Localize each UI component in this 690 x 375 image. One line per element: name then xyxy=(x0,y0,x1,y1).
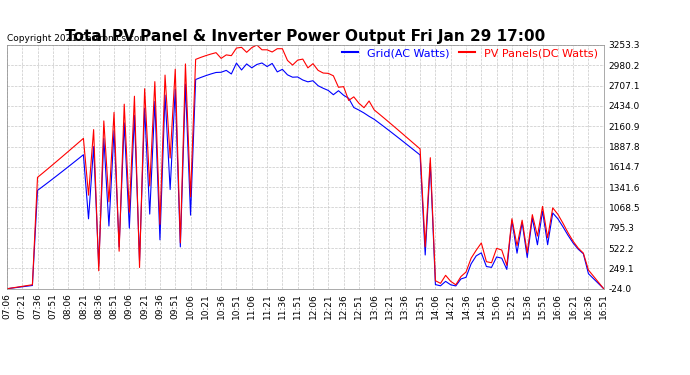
Title: Total PV Panel & Inverter Power Output Fri Jan 29 17:00: Total PV Panel & Inverter Power Output F… xyxy=(65,29,546,44)
Legend: Grid(AC Watts), PV Panels(DC Watts): Grid(AC Watts), PV Panels(DC Watts) xyxy=(342,48,598,58)
Text: Copyright 2021 Cartronics.com: Copyright 2021 Cartronics.com xyxy=(7,34,148,43)
